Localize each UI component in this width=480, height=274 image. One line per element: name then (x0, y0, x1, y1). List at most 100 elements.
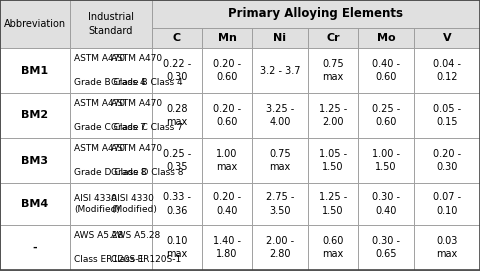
Text: 0.60
max: 0.60 max (322, 236, 344, 259)
Bar (252, 138, 308, 183)
Text: 3.25 -
4.00: 3.25 - 4.00 (266, 104, 294, 127)
Bar (414, 225, 480, 270)
Bar (202, 183, 252, 225)
Text: 0.05 -
0.15: 0.05 - 0.15 (433, 104, 461, 127)
Text: C: C (173, 33, 181, 43)
Bar (70, 225, 152, 270)
Bar (0, 48, 70, 93)
Bar (358, 93, 414, 138)
Text: 1.25 -
2.00: 1.25 - 2.00 (319, 104, 347, 127)
Bar (70, 93, 152, 138)
Bar (0, 183, 70, 225)
Text: Cr: Cr (326, 33, 340, 43)
Bar (70, 183, 152, 225)
Bar (152, 28, 202, 48)
Text: V: V (443, 33, 451, 43)
Text: 0.28
max: 0.28 max (166, 104, 188, 127)
Bar (308, 28, 358, 48)
Bar (308, 93, 358, 138)
Bar (358, 138, 414, 183)
Text: 1.40 -
1.80: 1.40 - 1.80 (213, 236, 241, 259)
Bar (0, 93, 70, 138)
Text: 2.75 -
3.50: 2.75 - 3.50 (266, 192, 294, 216)
Bar (0, 138, 70, 183)
Bar (308, 138, 358, 183)
Text: BM3: BM3 (22, 156, 48, 165)
Bar (0, 225, 70, 270)
Text: Abbreviation: Abbreviation (4, 19, 66, 29)
Text: 0.04 -
0.12: 0.04 - 0.12 (433, 59, 461, 82)
Bar (252, 28, 308, 48)
Text: 0.75
max: 0.75 max (322, 59, 344, 82)
Text: 0.30 -
0.40: 0.30 - 0.40 (372, 192, 400, 216)
Bar (0, 0, 70, 48)
Bar (252, 183, 308, 225)
Text: 0.25 -
0.35: 0.25 - 0.35 (163, 149, 191, 172)
Bar (152, 93, 202, 138)
Bar (152, 0, 480, 28)
Text: AWS A5.28

Class ER120S-1: AWS A5.28 Class ER120S-1 (74, 231, 144, 264)
Bar (414, 48, 480, 93)
Text: 0.10
max: 0.10 max (166, 236, 188, 259)
Bar (252, 225, 308, 270)
Bar (202, 225, 252, 270)
Bar (414, 138, 480, 183)
Text: 1.25 -
1.50: 1.25 - 1.50 (319, 192, 347, 216)
Text: ASTM A470

Grade D Class 8: ASTM A470 Grade D Class 8 (111, 144, 183, 177)
Bar (358, 225, 414, 270)
Text: 0.22 -
0.30: 0.22 - 0.30 (163, 59, 191, 82)
Bar (358, 28, 414, 48)
Text: ASTM A470

Grade C Class 7: ASTM A470 Grade C Class 7 (74, 99, 146, 132)
Text: ASTM A470

Grade B Class 4: ASTM A470 Grade B Class 4 (74, 54, 145, 87)
Bar (202, 28, 252, 48)
Text: BM4: BM4 (22, 199, 48, 209)
Text: 0.20 -
0.60: 0.20 - 0.60 (213, 104, 241, 127)
Bar (70, 48, 152, 93)
Text: AISI 4330
(Modified): AISI 4330 (Modified) (74, 194, 120, 214)
Text: 0.20 -
0.30: 0.20 - 0.30 (433, 149, 461, 172)
Text: 3.2 - 3.7: 3.2 - 3.7 (260, 65, 300, 76)
Bar (202, 138, 252, 183)
Text: 1.00 -
1.50: 1.00 - 1.50 (372, 149, 400, 172)
Text: Mo: Mo (377, 33, 396, 43)
Bar (308, 225, 358, 270)
Bar (252, 48, 308, 93)
Bar (414, 183, 480, 225)
Text: 0.30 -
0.65: 0.30 - 0.65 (372, 236, 400, 259)
Text: Ni: Ni (274, 33, 287, 43)
Bar (70, 138, 152, 183)
Text: Mn: Mn (217, 33, 237, 43)
Bar (358, 183, 414, 225)
Text: ASTM A470

Grade B Class 4: ASTM A470 Grade B Class 4 (111, 54, 182, 87)
Text: AISI 4330
(Modified): AISI 4330 (Modified) (111, 194, 157, 214)
Bar (308, 48, 358, 93)
Text: -: - (33, 242, 37, 253)
Bar (202, 93, 252, 138)
Bar (414, 28, 480, 48)
Bar (70, 93, 152, 138)
Text: BM2: BM2 (22, 110, 48, 121)
Text: 0.07 -
0.10: 0.07 - 0.10 (433, 192, 461, 216)
Bar (70, 0, 152, 48)
Bar (152, 48, 202, 93)
Text: 0.33 -
0.36: 0.33 - 0.36 (163, 192, 191, 216)
Text: 1.05 -
1.50: 1.05 - 1.50 (319, 149, 347, 172)
Text: 1.00
max: 1.00 max (216, 149, 238, 172)
Text: 0.20 -
0.40: 0.20 - 0.40 (213, 192, 241, 216)
Text: ASTM A470

Grade D Class 8: ASTM A470 Grade D Class 8 (74, 144, 146, 177)
Text: Industrial
Standard: Industrial Standard (88, 12, 134, 36)
Bar (202, 48, 252, 93)
Text: 0.25 -
0.60: 0.25 - 0.60 (372, 104, 400, 127)
Text: 0.75
max: 0.75 max (269, 149, 291, 172)
Bar (152, 138, 202, 183)
Bar (70, 225, 152, 270)
Text: 0.40 -
0.60: 0.40 - 0.60 (372, 59, 400, 82)
Bar (152, 225, 202, 270)
Bar (358, 48, 414, 93)
Bar (70, 48, 152, 93)
Bar (414, 93, 480, 138)
Text: BM1: BM1 (22, 65, 48, 76)
Text: Primary Alloying Elements: Primary Alloying Elements (228, 7, 404, 21)
Bar (152, 183, 202, 225)
Bar (70, 183, 152, 225)
